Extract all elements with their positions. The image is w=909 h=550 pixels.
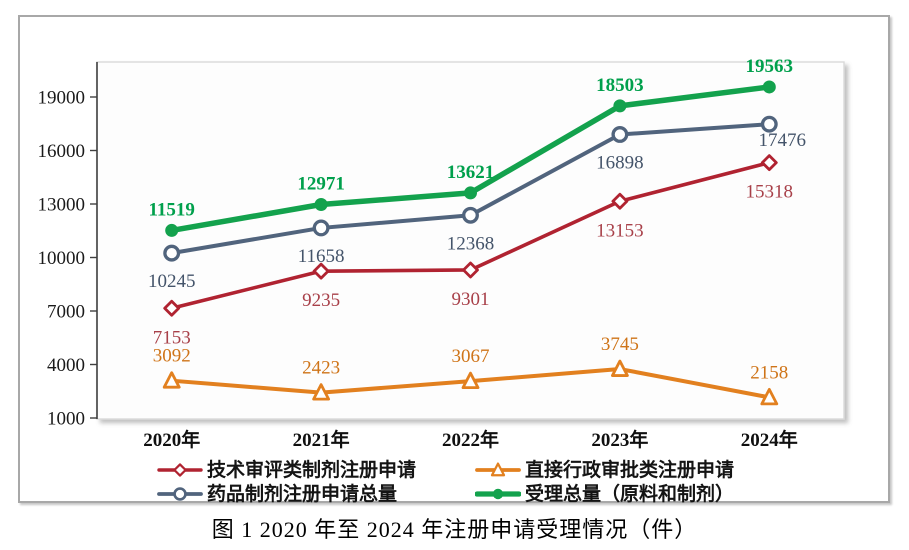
legend-marker-icon — [157, 487, 203, 501]
data-label: 13621 — [447, 162, 495, 183]
data-label: 19563 — [746, 56, 794, 77]
data-label: 15318 — [746, 182, 794, 203]
legend-label: 直接行政审批类注册申请 — [525, 459, 735, 481]
data-label: 9301 — [452, 289, 490, 310]
data-label: 2423 — [302, 358, 340, 379]
y-tick-label: 16000 — [38, 141, 86, 162]
marker-triangle-open-icon — [490, 462, 506, 477]
marker-circle-open-icon — [173, 487, 187, 501]
x-axis-label: 2021年 — [293, 428, 350, 451]
data-label: 3092 — [153, 346, 191, 367]
data-label: 2158 — [750, 362, 788, 383]
marker-triangle-open-icon — [312, 383, 330, 401]
y-tick-label: 13000 — [38, 195, 86, 216]
legend-item: 受理总量（原料和制剂） — [475, 482, 734, 506]
data-label: 11658 — [298, 246, 345, 267]
data-label: 11519 — [148, 199, 194, 220]
marker-circle-open-icon — [611, 126, 629, 143]
marker-diamond-open-icon — [312, 262, 330, 280]
marker-diamond-open-icon — [173, 463, 187, 477]
marker-circle-open-icon — [462, 206, 479, 224]
x-axis-label: 2022年 — [442, 428, 499, 451]
legend-marker-icon — [475, 462, 521, 477]
legend-marker-icon — [157, 463, 203, 477]
marker-circle-filled-icon — [464, 186, 477, 200]
x-axis-label: 2023年 — [591, 428, 648, 451]
legend-label: 技术审评类制剂注册申请 — [207, 459, 417, 481]
data-label: 3067 — [452, 346, 490, 367]
marker-circle-filled-icon — [165, 223, 179, 237]
y-tick-label: 7000 — [47, 302, 85, 323]
marker-circle-filled-icon — [314, 198, 328, 212]
data-label: 12368 — [447, 233, 495, 254]
legend-label: 受理总量（原料和制剂） — [525, 483, 735, 505]
legend-item: 药品制剂注册申请总量 — [157, 482, 475, 506]
plot-area — [96, 61, 845, 420]
marker-circle-filled-icon — [492, 488, 504, 500]
data-label: 12971 — [297, 174, 345, 195]
marker-circle-filled-icon — [613, 99, 627, 113]
legend-item: 直接行政审批类注册申请 — [475, 458, 734, 482]
legend-label: 药品制剂注册申请总量 — [207, 483, 398, 505]
marker-circle-open-icon — [163, 244, 181, 262]
y-tick-label: 1000 — [47, 409, 85, 430]
marker-diamond-open-icon — [462, 261, 479, 279]
data-label: 9235 — [302, 290, 340, 311]
marker-circle-open-icon — [312, 219, 330, 237]
y-tick-label: 19000 — [38, 88, 86, 109]
x-axis-label: 2024年 — [741, 428, 798, 451]
marker-diamond-open-icon — [163, 299, 181, 317]
marker-triangle-open-icon — [162, 371, 181, 389]
marker-circle-open-icon — [760, 115, 778, 133]
y-tick-label: 4000 — [47, 355, 85, 376]
data-label: 7153 — [153, 327, 191, 348]
marker-triangle-open-icon — [611, 359, 629, 377]
marker-diamond-open-icon — [611, 192, 629, 210]
x-axis-label: 2020年 — [143, 428, 200, 451]
data-label: 13153 — [596, 220, 644, 241]
data-label: 10245 — [148, 271, 196, 292]
legend-marker-icon — [475, 488, 521, 500]
data-label: 3745 — [601, 334, 639, 355]
marker-triangle-open-icon — [461, 371, 480, 390]
y-tick-label: 10000 — [38, 248, 86, 269]
data-label: 17476 — [759, 130, 807, 151]
legend-item: 技术审评类制剂注册申请 — [157, 458, 475, 482]
marker-diamond-open-icon — [760, 154, 778, 172]
figure-caption: 图 1 2020 年至 2024 年注册申请受理情况（件） — [211, 517, 698, 542]
marker-triangle-open-icon — [760, 387, 779, 406]
data-label: 16898 — [596, 152, 644, 173]
data-label: 18503 — [596, 75, 644, 96]
marker-circle-filled-icon — [762, 80, 776, 94]
chart-legend: 技术审评类制剂注册申请 直接行政审批类注册申请药品制剂注册申请总量 受理总量（原料和… — [157, 458, 734, 506]
